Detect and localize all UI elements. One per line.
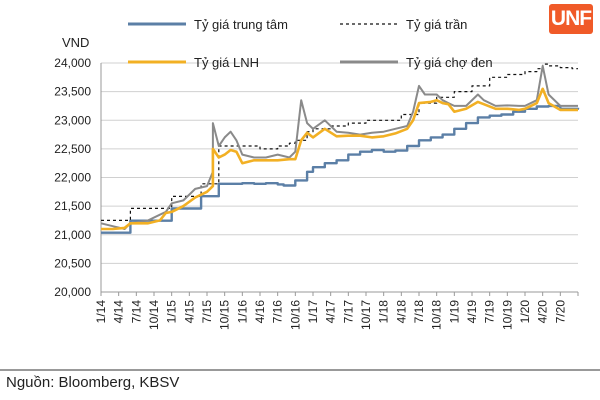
x-tick-label: 10/19 bbox=[500, 300, 514, 330]
y-tick-label: 23,000 bbox=[54, 113, 91, 127]
series-line-0 bbox=[101, 104, 580, 234]
y-tick-label: 21,000 bbox=[54, 228, 91, 242]
brand-logo: UNF bbox=[549, 4, 593, 34]
series-line-1 bbox=[101, 63, 578, 221]
series-line-3 bbox=[100, 64, 578, 230]
y-tick-label: 23,500 bbox=[54, 85, 91, 99]
y-tick-label: 20,500 bbox=[54, 256, 91, 270]
x-tick-label: 1/18 bbox=[377, 300, 391, 324]
x-tick-label: 10/15 bbox=[218, 300, 232, 330]
y-tick-label: 21,500 bbox=[54, 199, 91, 213]
x-tick-label: 4/16 bbox=[253, 300, 267, 324]
legend-label: Tỷ giá trung tâm bbox=[194, 17, 288, 32]
x-tick-label: 1/19 bbox=[447, 300, 461, 324]
x-tick-label: 1/15 bbox=[165, 300, 179, 324]
x-tick-label: 7/16 bbox=[271, 300, 285, 324]
x-tick-label: 4/14 bbox=[112, 300, 126, 324]
series-line-2 bbox=[101, 87, 578, 231]
x-tick-label: 7/18 bbox=[412, 300, 426, 324]
x-tick-label: 7/14 bbox=[129, 300, 143, 324]
source-note: Nguồn: Bloomberg, KBSV bbox=[6, 374, 180, 391]
x-tick-label: 7/19 bbox=[483, 300, 497, 324]
axes: 20,000 20,500 21,000 21,500 22,000 22,500 23,0… bbox=[54, 56, 579, 330]
x-tick-label: 10/14 bbox=[147, 300, 161, 330]
x-tick-label: 4/19 bbox=[465, 300, 479, 324]
y-tick-label: 20,000 bbox=[54, 285, 91, 299]
x-tick-label: 4/17 bbox=[324, 300, 338, 324]
y-axis-unit-label: VND bbox=[62, 35, 89, 50]
x-tick-label: 7/17 bbox=[341, 300, 355, 324]
x-tick-label: 10/16 bbox=[288, 300, 302, 330]
legend: Tỷ giá trung tâm Tỷ giá trần Tỷ giá LNH Tỷ … bbox=[128, 17, 493, 70]
x-tick-label: 1/17 bbox=[306, 300, 320, 324]
legend-label: Tỷ giá LNH bbox=[194, 55, 259, 70]
x-tick-label: 4/18 bbox=[394, 300, 408, 324]
x-tick-label: 7/20 bbox=[553, 300, 567, 324]
x-tick-label: 1/20 bbox=[518, 300, 532, 324]
x-tick-label: 1/14 bbox=[94, 300, 108, 324]
x-tick-label: 1/16 bbox=[235, 300, 249, 324]
y-tick-label: 24,000 bbox=[54, 56, 91, 70]
x-tick-label: 4/20 bbox=[536, 300, 550, 324]
legend-label: Tỷ giá trần bbox=[406, 17, 467, 32]
y-tick-label: 22,000 bbox=[54, 171, 91, 185]
gridlines bbox=[101, 62, 578, 293]
x-tick-label: 10/17 bbox=[359, 300, 373, 330]
x-tick-label: 4/15 bbox=[182, 300, 196, 324]
legend-label: Tỷ giá chợ đen bbox=[406, 55, 493, 70]
series-lines bbox=[100, 63, 580, 234]
x-tick-label: 7/15 bbox=[200, 300, 214, 324]
y-tick-label: 22,500 bbox=[54, 142, 91, 156]
x-tick-label: 10/18 bbox=[430, 300, 444, 330]
